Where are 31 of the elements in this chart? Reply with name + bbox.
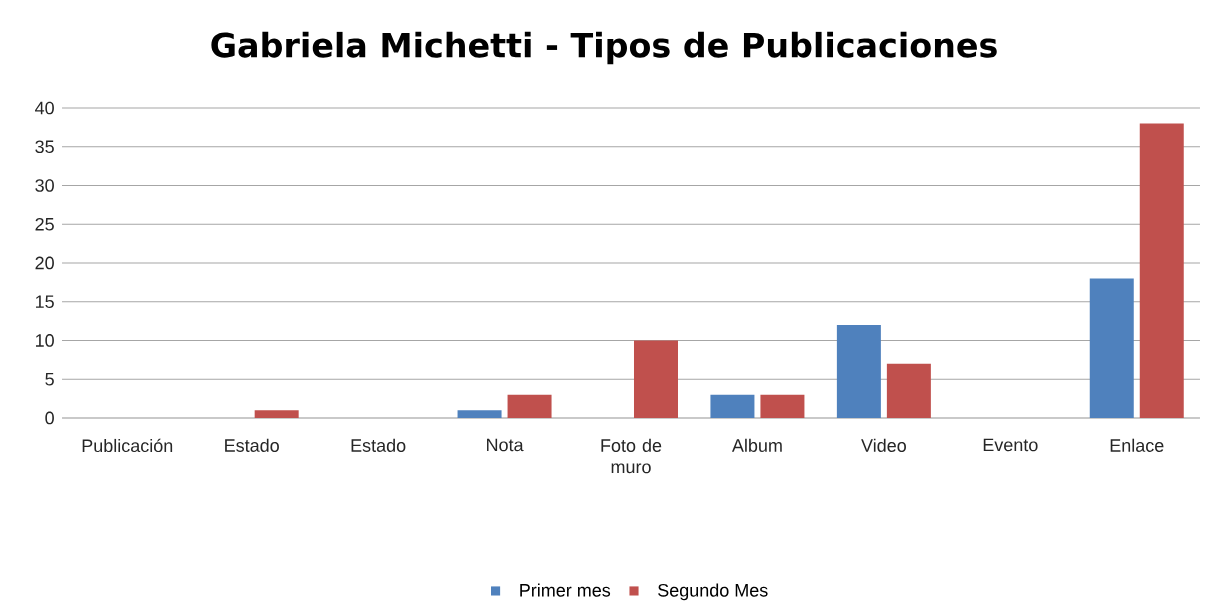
- x-tick-label: Estado: [225, 438, 279, 452]
- x-tick-label: Nota: [487, 438, 524, 452]
- y-tick-label: 35: [35, 140, 54, 154]
- x-tick-label: Publicación: [82, 438, 173, 453]
- y-tick-label: 5: [45, 372, 54, 386]
- legend-label: Primer mes: [520, 583, 611, 597]
- y-tick-label: 10: [36, 334, 54, 347]
- x-tick-label: Foto de muro: [601, 438, 662, 474]
- bar: [507, 394, 552, 418]
- x-tick-label: Video: [861, 438, 906, 452]
- bar: [1139, 123, 1184, 418]
- legend-label: Segundo Mes: [658, 583, 768, 601]
- bar: [886, 363, 931, 418]
- bar: [760, 394, 805, 418]
- bar: [457, 410, 502, 418]
- x-tick-label: Evento: [983, 438, 1038, 452]
- bar: [710, 394, 755, 418]
- bar: [1089, 278, 1134, 418]
- bar: [836, 325, 881, 418]
- x-tick-label: Enlace: [1110, 438, 1164, 452]
- x-tick-label: Estado: [351, 438, 406, 452]
- x-tick-label: Album: [731, 438, 782, 452]
- bar: [254, 410, 299, 418]
- y-tick-label: 30: [35, 179, 54, 192]
- y-tick-label: 20: [35, 256, 54, 270]
- chart-title: Gabriela Michetti - Tipos de Publicaciones: [211, 31, 997, 65]
- bar: [633, 340, 678, 418]
- y-tick-label: 25: [35, 217, 54, 231]
- y-tick-label: 0: [45, 411, 54, 425]
- y-tick-label: 40: [35, 101, 54, 115]
- y-tick-label: 15: [36, 295, 54, 309]
